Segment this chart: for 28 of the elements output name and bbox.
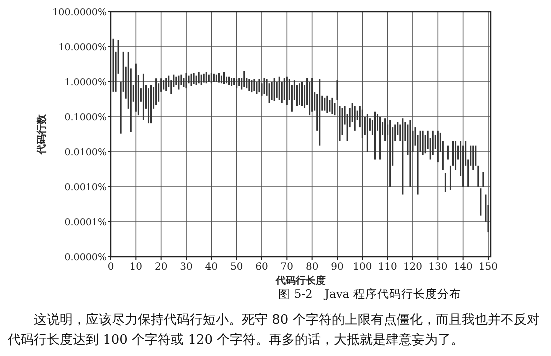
x-tick-label: 140 <box>454 262 473 273</box>
y-axis-title: 代码行数 <box>36 114 48 156</box>
x-tick-label: 30 <box>180 262 193 273</box>
x-tick-label: 70 <box>280 262 294 273</box>
x-tick-label: 60 <box>256 262 268 273</box>
x-tick-label: 90 <box>331 262 344 273</box>
y-tick-label: 1.0000% <box>64 78 107 88</box>
y-tick-label: 0.0000% <box>64 252 107 264</box>
x-tick-label: 0 <box>108 262 114 273</box>
x-tick-label: 50 <box>230 262 244 273</box>
x-tick-label: 110 <box>378 262 398 273</box>
x-tick-label: 20 <box>154 262 168 273</box>
y-tick-label: 0.0010% <box>64 182 107 194</box>
y-tick-label: 0.0001% <box>64 218 107 228</box>
text: 图 5-2 Java 程序代码行长度分布 <box>278 287 462 301</box>
x-tick-label: 80 <box>306 262 319 273</box>
y-tick-label: 10.0000% <box>58 42 107 54</box>
x-tick-label: 100 <box>353 262 372 273</box>
x-tick-label: 120 <box>403 262 423 273</box>
x-tick-label: 10 <box>130 262 143 273</box>
x-tick-label: 40 <box>205 262 218 273</box>
x-axis-title: 代码行长度 <box>275 275 326 287</box>
y-tick-label: 100.0000% <box>52 8 107 18</box>
text: 这说明，应该尽力保持代码行短小。死守 80 个字符的上限有点僵化，而且我也并不反对代码行长度达到 100 个字符或 120 个字符。再多的话，大抵就是肆意妄为了。 <box>8 312 541 350</box>
x-tick-label: 150 <box>478 262 498 273</box>
y-tick-label: 0.0100% <box>64 148 107 158</box>
x-tick-label: 130 <box>428 262 448 273</box>
y-tick-label: 0.1000% <box>64 112 107 124</box>
